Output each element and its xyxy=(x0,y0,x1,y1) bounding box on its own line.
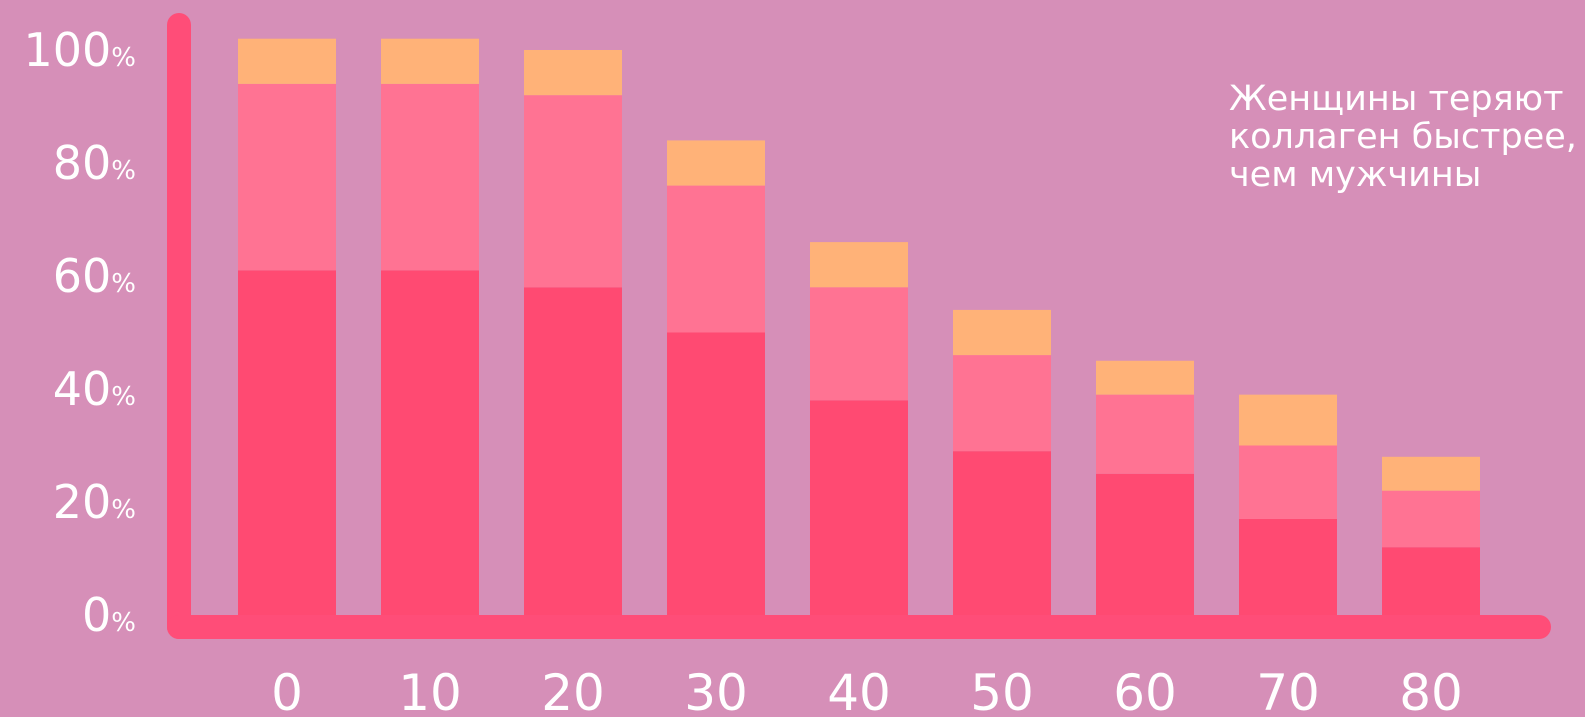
bar-80-segment-3 xyxy=(1382,456,1480,491)
bar-20-segment-1 xyxy=(524,287,622,615)
x-tick-label: 0 xyxy=(271,664,303,717)
bar-80-segment-2 xyxy=(1382,490,1480,548)
bar-10-segment-3 xyxy=(381,38,479,84)
annotation-line-1: Женщины теряют xyxy=(1229,79,1564,119)
bar-0-segment-3 xyxy=(238,38,336,84)
y-axis-line xyxy=(167,13,191,639)
y-tick-label: 40% xyxy=(53,362,136,416)
x-tick-label: 60 xyxy=(1113,664,1177,717)
y-tick-label: 80% xyxy=(53,136,136,190)
bar-30-segment-3 xyxy=(667,140,765,186)
annotation-line-3: чем мужчины xyxy=(1229,155,1482,195)
y-tick-label: 0% xyxy=(82,588,136,642)
x-tick-label: 10 xyxy=(398,664,462,717)
x-tick-label: 50 xyxy=(970,664,1034,717)
bar-60-segment-1 xyxy=(1096,473,1194,615)
bar-50-segment-1 xyxy=(953,451,1051,615)
bar-40-segment-3 xyxy=(810,242,908,288)
bar-20-segment-3 xyxy=(524,50,622,96)
bar-60-segment-2 xyxy=(1096,394,1194,474)
bar-70-segment-1 xyxy=(1239,518,1337,615)
y-tick-labels: 100% 80% 60% 40% 20% 0% xyxy=(23,23,136,642)
bar-10-segment-1 xyxy=(381,270,479,615)
bar-60-segment-3 xyxy=(1096,360,1194,395)
x-tick-label: 20 xyxy=(541,664,605,717)
y-tick-label: 100% xyxy=(23,23,136,77)
x-tick-label: 30 xyxy=(684,664,748,717)
x-tick-label: 70 xyxy=(1256,664,1320,717)
annotation-line-2: коллаген быстрее, xyxy=(1229,117,1577,157)
bar-20-segment-2 xyxy=(524,95,622,288)
bar-50-segment-2 xyxy=(953,355,1051,452)
bar-0-segment-2 xyxy=(238,83,336,271)
y-tick-label: 20% xyxy=(53,475,136,529)
y-tick-label: 60% xyxy=(53,249,136,303)
bar-0-segment-1 xyxy=(238,270,336,615)
bar-70-segment-3 xyxy=(1239,394,1337,446)
bar-70-segment-2 xyxy=(1239,445,1337,519)
x-tick-label: 40 xyxy=(827,664,891,717)
bar-30-segment-2 xyxy=(667,185,765,333)
bars-group xyxy=(238,38,1480,615)
bar-80-segment-1 xyxy=(1382,547,1480,615)
bar-40-segment-2 xyxy=(810,287,908,401)
bar-40-segment-1 xyxy=(810,400,908,615)
bar-10-segment-2 xyxy=(381,83,479,271)
bar-50-segment-3 xyxy=(953,309,1051,356)
x-tick-labels: 0 10 20 30 40 50 60 70 80 xyxy=(271,664,1463,717)
chart-annotation: Женщины теряют коллаген быстрее, чем муж… xyxy=(1229,80,1577,194)
x-axis-line xyxy=(167,615,1551,639)
x-tick-label: 80 xyxy=(1399,664,1463,717)
bar-30-segment-1 xyxy=(667,332,765,615)
